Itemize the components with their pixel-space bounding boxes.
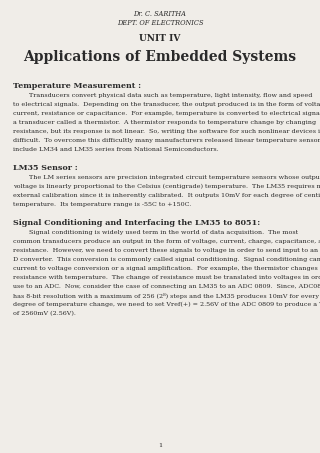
Text: of 2560mV (2.56V).: of 2560mV (2.56V). [13, 311, 76, 316]
Text: has 8-bit resolution with a maximum of 256 (2⁸) steps and the LM35 produces 10mV: has 8-bit resolution with a maximum of 2… [13, 293, 319, 299]
Text: 1: 1 [158, 443, 162, 448]
Text: D converter.  This conversion is commonly called signal conditioning.  Signal co: D converter. This conversion is commonly… [13, 257, 320, 262]
Text: temperature.  Its temperature range is -55C to +150C.: temperature. Its temperature range is -5… [13, 202, 191, 207]
Text: a transducer called a thermistor.  A thermistor responds to temperature change b: a transducer called a thermistor. A ther… [13, 120, 316, 125]
Text: Temperature Measurement :: Temperature Measurement : [13, 82, 141, 90]
Text: external calibration since it is inherently calibrated.  It outputs 10mV for eac: external calibration since it is inheren… [13, 193, 320, 198]
Text: include LM34 and LM35 series from National Semiconductors.: include LM34 and LM35 series from Nation… [13, 147, 219, 152]
Text: voltage is linearly proportional to the Celsius (centigrade) temperature.  The L: voltage is linearly proportional to the … [13, 184, 320, 189]
Text: DEPT. OF ELECTRONICS: DEPT. OF ELECTRONICS [117, 19, 203, 27]
Text: Transducers convert physical data such as temperature, light intensity, flow and: Transducers convert physical data such a… [13, 93, 312, 98]
Text: resistance with temperature.  The change of resistance must be translated into v: resistance with temperature. The change … [13, 275, 320, 280]
Text: LM35 Sensor :: LM35 Sensor : [13, 164, 78, 172]
Text: difficult.  To overcome this difficultly many manufacturers released linear temp: difficult. To overcome this difficultly … [13, 138, 320, 143]
Text: The LM series sensors are precision integrated circuit temperature sensors whose: The LM series sensors are precision inte… [13, 175, 320, 180]
Text: resistance, but its response is not linear.  So, writing the software for such n: resistance, but its response is not line… [13, 129, 320, 134]
Text: to electrical signals.  Depending on the transducer, the output produced is in t: to electrical signals. Depending on the … [13, 102, 320, 107]
Text: degree of temperature change, we need to set Vref(+) = 2.56V of the ADC 0809 to : degree of temperature change, we need to… [13, 302, 320, 307]
Text: Signal conditioning is widely used term in the world of data acquisition.  The m: Signal conditioning is widely used term … [13, 230, 298, 235]
Text: use to an ADC.  Now, consider the case of connecting an LM35 to an ADC 0809.  Si: use to an ADC. Now, consider the case of… [13, 284, 320, 289]
Text: Dr. C. SARITHA: Dr. C. SARITHA [133, 10, 187, 18]
Text: resistance.  However, we need to convert these signals to voltage in order to se: resistance. However, we need to convert … [13, 248, 320, 253]
Text: current to voltage conversion or a signal amplification.  For example, the therm: current to voltage conversion or a signa… [13, 266, 318, 271]
Text: Applications of Embedded Systems: Applications of Embedded Systems [23, 50, 297, 64]
Text: common transducers produce an output in the form of voltage, current, charge, ca: common transducers produce an output in … [13, 239, 320, 244]
Text: current, resistance or capacitance.  For example, temperature is converted to el: current, resistance or capacitance. For … [13, 111, 320, 116]
Text: Signal Conditioning and Interfacing the LM35 to 8051:: Signal Conditioning and Interfacing the … [13, 219, 260, 227]
Text: UNIT IV: UNIT IV [139, 34, 181, 43]
